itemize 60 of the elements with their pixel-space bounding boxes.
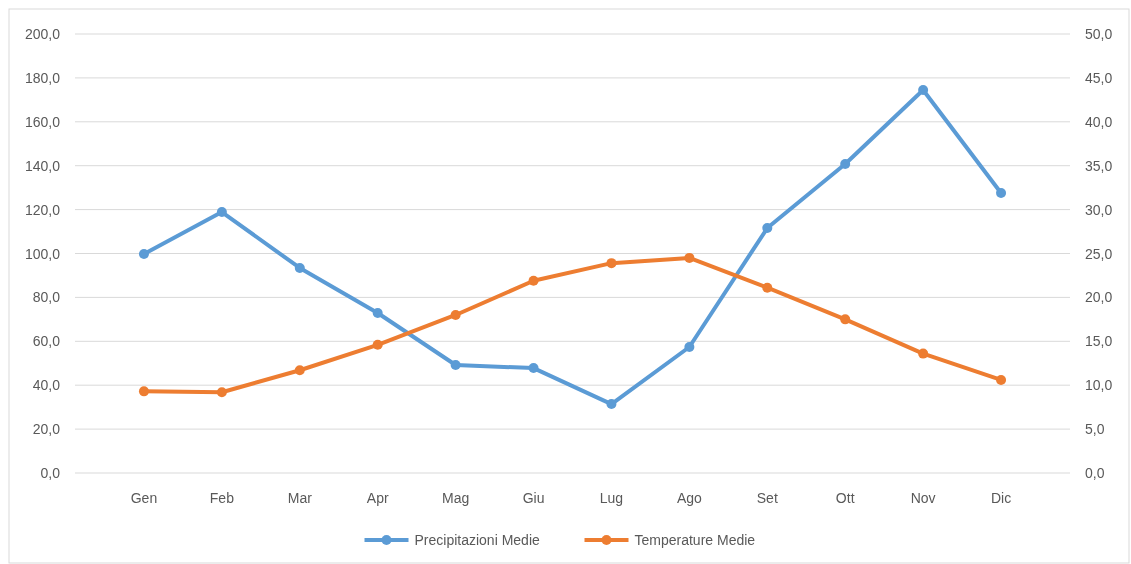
- y2-tick-label: 40,0: [1085, 113, 1113, 130]
- point: [840, 158, 851, 169]
- y-tick-label: 40,0: [32, 377, 61, 394]
- y2-tick-label: 0,0: [1085, 465, 1105, 481]
- y-tick-label: 20,0: [32, 421, 61, 438]
- y-tick-label: 160,0: [24, 113, 61, 130]
- y2-tick-label: 35,0: [1085, 157, 1113, 174]
- point: [450, 360, 461, 371]
- y-tick-label: 200,0: [24, 26, 61, 42]
- y-tick-label: 60,0: [32, 333, 61, 350]
- point: [918, 348, 929, 359]
- point: [294, 262, 305, 273]
- x-tick-label: Lug: [599, 490, 624, 506]
- point: [840, 314, 851, 325]
- y-tick-label: 180,0: [24, 69, 61, 86]
- point: [684, 252, 695, 263]
- x-tick-label: Mag: [442, 490, 470, 506]
- point: [216, 387, 227, 398]
- point: [372, 339, 383, 350]
- point: [606, 399, 617, 410]
- x-tick-label: Nov: [910, 490, 936, 506]
- x-tick-label: Dic: [990, 490, 1012, 506]
- y-tick-label: 0,0: [40, 465, 61, 481]
- x-tick-label: Set: [756, 490, 778, 506]
- y2-tick-label: 5,0: [1085, 421, 1105, 438]
- point: [372, 307, 383, 318]
- x-tick-label: Ago: [676, 490, 703, 506]
- legend-label: Precipitazioni Medie: [414, 532, 540, 548]
- y-tick-label: 120,0: [24, 201, 61, 218]
- point: [606, 258, 617, 269]
- y-tick-label: 80,0: [32, 289, 61, 306]
- legend-label: Temperature Medie: [634, 532, 756, 548]
- x-tick-label: Mar: [287, 490, 313, 506]
- y2-tick-label: 20,0: [1085, 289, 1113, 306]
- y2-tick-label: 45,0: [1085, 69, 1113, 86]
- y2-tick-label: 30,0: [1085, 201, 1113, 218]
- y2-tick-label: 25,0: [1085, 245, 1113, 262]
- point: [762, 282, 773, 293]
- point: [762, 223, 773, 234]
- point: [996, 187, 1007, 198]
- x-tick-label: Ott: [835, 490, 855, 506]
- y-tick-label: 100,0: [24, 245, 61, 262]
- point: [138, 386, 149, 397]
- point: [294, 365, 305, 376]
- point: [684, 342, 695, 353]
- point: [528, 275, 539, 286]
- point: [216, 207, 227, 218]
- x-tick-label: Apr: [366, 490, 389, 506]
- x-tick-label: Giu: [522, 490, 545, 506]
- point: [528, 363, 539, 374]
- point: [996, 374, 1007, 385]
- y2-tick-label: 10,0: [1085, 377, 1113, 394]
- point: [450, 309, 461, 320]
- x-tick-label: Feb: [209, 490, 235, 506]
- x-tick-label: Gen: [130, 490, 158, 506]
- point: [138, 248, 149, 259]
- y2-tick-label: 50,0: [1085, 26, 1113, 42]
- point: [918, 84, 929, 95]
- y2-tick-label: 15,0: [1085, 333, 1113, 350]
- y-tick-label: 140,0: [24, 157, 61, 174]
